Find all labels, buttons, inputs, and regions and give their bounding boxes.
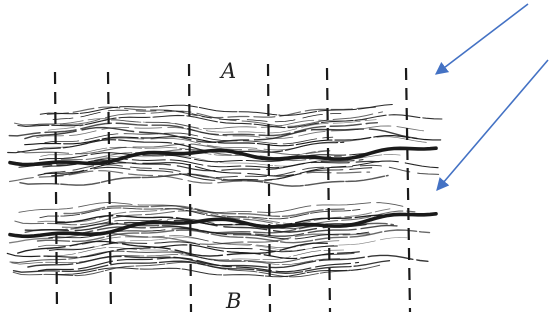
hatch-stroke	[56, 267, 362, 278]
dashed-line-4	[266, 63, 272, 313]
hatch-stroke	[36, 125, 430, 139]
hatch-stroke	[9, 170, 371, 184]
hatch-stroke	[8, 231, 371, 246]
hatch-stroke	[51, 166, 373, 181]
hatch-stroke	[7, 139, 345, 154]
hatch-stroke	[46, 106, 376, 119]
label-b: B	[225, 289, 241, 313]
hatch-stroke	[63, 205, 345, 218]
hatch-stroke	[12, 261, 382, 278]
hatch-stroke	[27, 254, 429, 269]
blue-arrow-1	[434, 3, 529, 75]
hatch-stroke	[24, 135, 442, 147]
blue-arrow-2	[436, 59, 549, 191]
hatch-stroke	[6, 244, 360, 260]
hatch-stroke	[37, 257, 360, 273]
thick-stroke	[8, 212, 438, 239]
hatch-stroke	[56, 214, 386, 227]
label-a: A	[219, 59, 236, 83]
hatch-stroke	[30, 118, 368, 130]
dashed-line-6	[404, 67, 412, 313]
hatch-stroke	[14, 110, 383, 127]
dashed-line-5	[325, 67, 332, 313]
hatch-stroke	[24, 126, 418, 144]
hatch-stroke	[17, 240, 331, 257]
hatch-stroke	[9, 250, 355, 264]
hatch-stroke	[11, 254, 341, 265]
thick-stroke	[8, 146, 438, 167]
hatch-stroke	[52, 109, 342, 123]
hatch-stroke	[47, 119, 377, 134]
hatch-stroke	[44, 132, 334, 145]
hatch-stroke	[36, 229, 431, 244]
hatch-stroke	[47, 247, 345, 261]
dashed-line-1	[53, 71, 59, 313]
hatch-stroke	[48, 241, 338, 253]
hatch-stroke	[39, 207, 361, 220]
dashed-guide-lines	[53, 63, 412, 313]
upper-stroke-band	[7, 104, 445, 187]
hatch-stroke	[17, 143, 331, 156]
hatch-stroke	[38, 152, 377, 163]
hatch-stroke	[43, 164, 445, 179]
lower-stroke-band	[6, 202, 438, 278]
hatch-stroke	[19, 173, 389, 187]
dashed-line-2	[106, 71, 113, 313]
dashed-line-3	[187, 63, 193, 313]
hatch-stroke	[14, 210, 416, 227]
